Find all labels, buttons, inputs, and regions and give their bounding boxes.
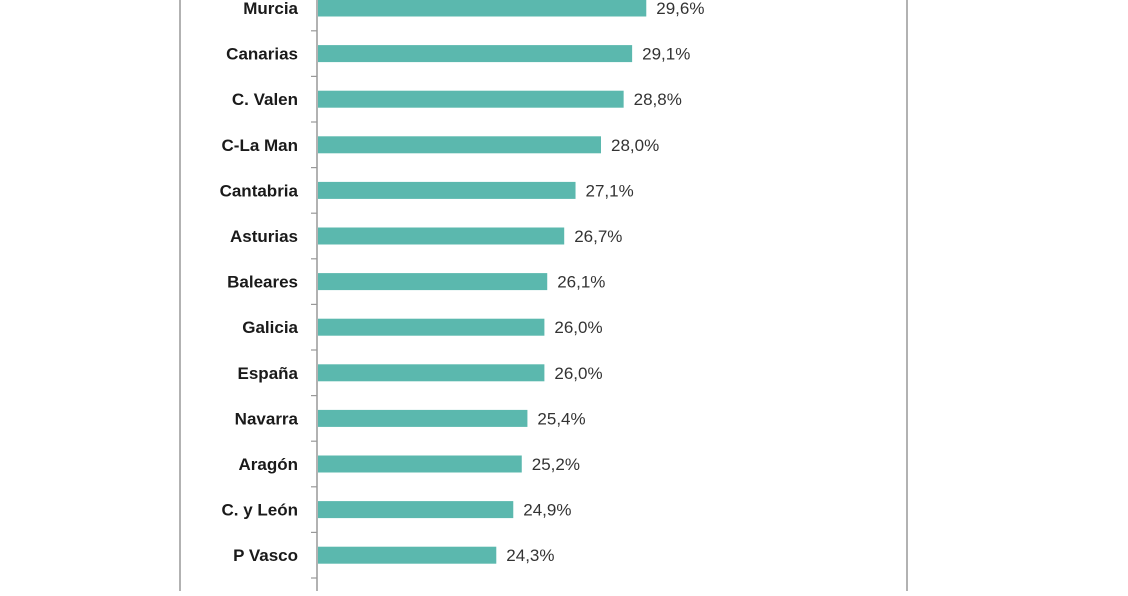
- data-label: 27,1%: [586, 181, 634, 200]
- bar: [318, 181, 576, 199]
- bar: [318, 546, 497, 564]
- bar: [318, 409, 528, 427]
- category-labels: Murcia Canarias C. Valen C-La Man Cantabria A…: [220, 0, 299, 565]
- bar: [318, 136, 601, 154]
- category-label: C. y León: [221, 501, 298, 520]
- category-label: P Vasco: [233, 546, 298, 565]
- data-label: 24,9%: [523, 501, 571, 520]
- data-label: 28,8%: [634, 90, 682, 109]
- bar: [318, 455, 522, 473]
- data-label: 26,0%: [554, 318, 602, 337]
- category-label: Murcia: [243, 0, 298, 18]
- bar: [318, 364, 545, 382]
- category-label: Navarra: [235, 409, 299, 428]
- bar: [318, 318, 545, 336]
- category-axis-ticks: [311, 30, 317, 579]
- category-label: Galicia: [242, 318, 298, 337]
- category-label: Canarias: [226, 45, 298, 64]
- data-label: 25,2%: [532, 455, 580, 474]
- bar: [318, 501, 514, 519]
- category-label: España: [238, 364, 299, 383]
- data-label: 26,7%: [574, 227, 622, 246]
- data-label: 25,4%: [537, 409, 585, 428]
- category-label: Baleares: [227, 273, 298, 292]
- bar: [318, 273, 548, 291]
- bar-series: [318, 0, 647, 596]
- bar: [318, 45, 633, 63]
- data-label: 26,1%: [557, 273, 605, 292]
- bar: [318, 0, 647, 17]
- category-label: C. Valen: [232, 90, 298, 109]
- data-label: 28,0%: [611, 136, 659, 155]
- category-label: Asturias: [230, 227, 298, 246]
- value-labels: 29,6% 29,1% 28,8% 28,0% 27,1% 26,7% 26,1% 26,0%…: [506, 0, 704, 565]
- data-label: 24,3%: [506, 546, 554, 565]
- category-label: Cantabria: [220, 181, 299, 200]
- data-label: 29,6%: [656, 0, 704, 18]
- bar: [318, 227, 565, 245]
- data-label: 29,1%: [642, 45, 690, 64]
- category-label: Aragón: [239, 455, 299, 474]
- data-label: 26,0%: [554, 364, 602, 383]
- bar: [318, 90, 624, 108]
- category-label: C-La Man: [222, 136, 299, 155]
